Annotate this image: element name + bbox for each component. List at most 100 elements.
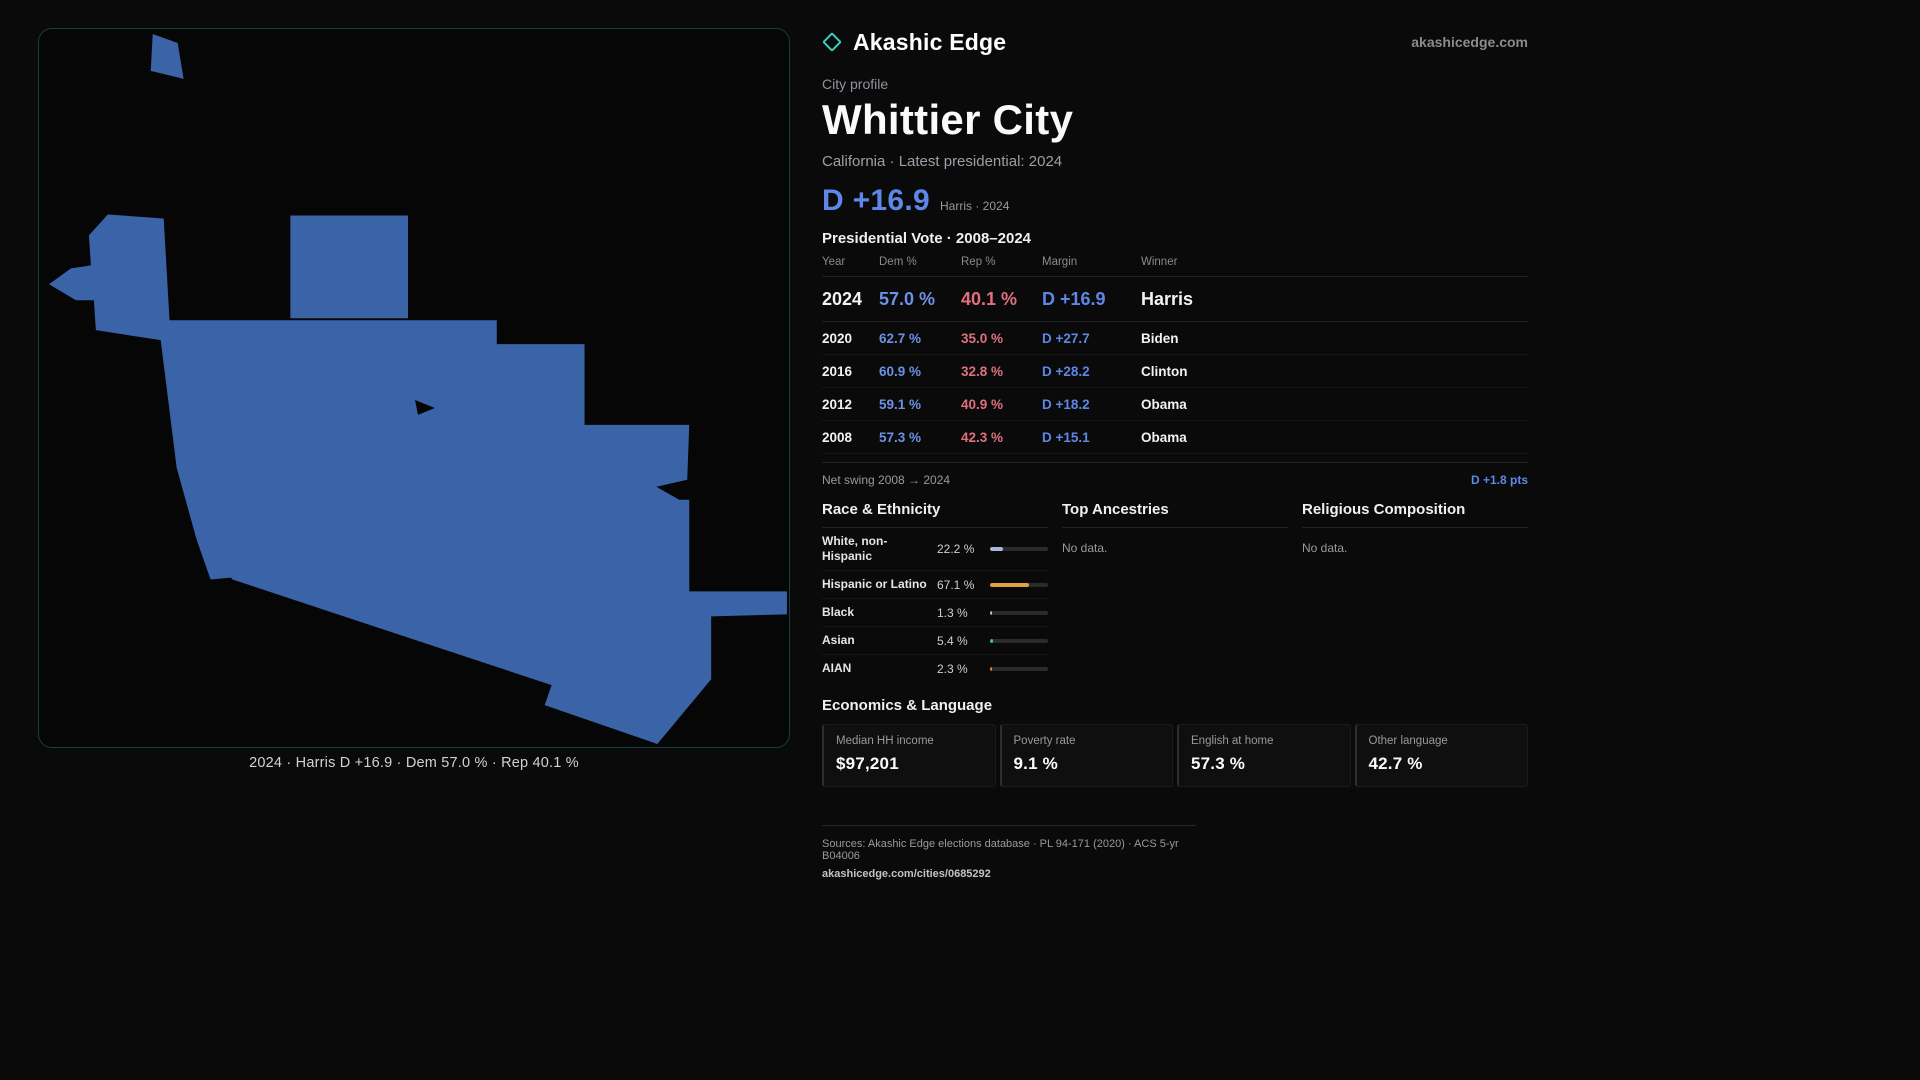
- footer: Sources: Akashic Edge elections database…: [822, 825, 1196, 882]
- race-label: Hispanic or Latino: [822, 577, 927, 591]
- col-margin: Margin: [1042, 256, 1078, 268]
- row-winner: Biden: [1141, 331, 1179, 346]
- stat-value: 9.1 %: [1013, 754, 1058, 773]
- row-margin: D +15.1: [1042, 430, 1090, 445]
- city-shape-north: [290, 215, 409, 319]
- map-caption: 2024 · Harris D +16.9 · Dem 57.0 % · Rep…: [249, 755, 579, 771]
- brand-name: Akashic Edge: [853, 28, 1007, 55]
- row-rep: 40.1 %: [961, 289, 1018, 309]
- race-bar-fill: [990, 638, 993, 643]
- net-swing-value: D +1.8 pts: [1470, 473, 1528, 487]
- stat-card: Other language 42.7 %: [1354, 724, 1528, 787]
- row-year: 2020: [822, 331, 853, 346]
- row-winner: Obama: [1141, 397, 1187, 412]
- stat-value: $97,201: [836, 754, 899, 773]
- top-ancestries-section: Top Ancestries No data.: [1062, 501, 1288, 682]
- row-winner: Obama: [1141, 430, 1187, 445]
- stat-value: 42.7 %: [1368, 754, 1423, 773]
- race-label: AIAN: [822, 661, 852, 675]
- table-row: 2008 57.3 % 42.3 % D +15.1 Obama: [822, 421, 1528, 454]
- stat-value: 57.3 %: [1191, 754, 1246, 773]
- table-row: 2016 60.9 % 32.8 % D +28.2 Clinton: [822, 355, 1528, 388]
- ancestries-no-data: No data.: [1062, 541, 1108, 555]
- row-margin: D +18.2: [1042, 397, 1090, 412]
- row-margin: D +27.7: [1042, 331, 1090, 346]
- race-ethnicity-section: Race & Ethnicity White, non-Hispanic 22.…: [822, 501, 1048, 682]
- net-swing-label: Net swing 2008 → 2024: [822, 473, 951, 487]
- table-row: 2012 59.1 % 40.9 % D +18.2 Obama: [822, 388, 1528, 421]
- row-dem: 57.3 %: [879, 430, 922, 445]
- brand-domain-link[interactable]: akashicedge.com: [1411, 34, 1528, 50]
- divider: [822, 462, 1528, 463]
- economics-stats: Median HH income $97,201 Poverty rate 9.…: [822, 724, 1528, 787]
- ancestries-section-title: Top Ancestries: [1062, 501, 1288, 528]
- row-margin: D +16.9: [1042, 289, 1106, 309]
- stat-card: English at home 57.3 %: [1177, 724, 1351, 787]
- row-margin: D +28.2: [1042, 364, 1090, 379]
- stat-label: English at home: [1191, 735, 1274, 747]
- header: Akashic Edge akashicedge.com: [822, 26, 1528, 58]
- row-dem: 62.7 %: [879, 331, 922, 346]
- stat-label: Other language: [1368, 735, 1448, 747]
- row-winner: Harris: [1141, 289, 1194, 309]
- row-rep: 40.9 %: [961, 397, 1004, 412]
- page-title: Whittier City: [822, 96, 1074, 143]
- race-row: Black 1.3 %: [822, 599, 1048, 627]
- demographics-columns: Race & Ethnicity White, non-Hispanic 22.…: [822, 501, 1528, 682]
- row-year: 2016: [822, 364, 853, 379]
- race-bar-fill: [990, 582, 1029, 587]
- profile-panel: Akashic Edge akashicedge.com City profil…: [822, 26, 1528, 882]
- stat-card: Poverty rate 9.1 %: [999, 724, 1173, 787]
- race-value: 67.1 %: [937, 577, 975, 592]
- race-value: 1.3 %: [937, 605, 968, 620]
- row-rep: 35.0 %: [961, 331, 1004, 346]
- row-winner: Clinton: [1141, 364, 1188, 379]
- col-winner: Winner: [1141, 256, 1178, 268]
- race-value: 2.3 %: [937, 661, 968, 676]
- diamond-logo-icon: [822, 32, 842, 52]
- city-shape-west: [49, 214, 233, 580]
- col-rep: Rep %: [961, 256, 996, 268]
- col-year: Year: [822, 256, 846, 268]
- stat-card: Median HH income $97,201: [822, 724, 996, 787]
- race-label: Asian: [822, 633, 855, 647]
- race-bar: [990, 666, 1048, 671]
- stat-label: Poverty rate: [1013, 735, 1076, 747]
- race-section-title: Race & Ethnicity: [822, 501, 1048, 528]
- table-row: 2020 62.7 % 35.0 % D +27.7 Biden: [822, 322, 1528, 355]
- religion-section-title: Religious Composition: [1302, 501, 1528, 528]
- race-row: Asian 5.4 %: [822, 627, 1048, 655]
- race-bar-fill: [990, 547, 1003, 551]
- city-boundary-map: [38, 28, 790, 748]
- race-value: 22.2 %: [937, 542, 975, 556]
- headline-margin: D +16.9 Harris · 2024: [822, 184, 1528, 218]
- brand: Akashic Edge: [822, 29, 1006, 56]
- table-row: 2024 57.0 % 40.1 % D +16.9 Harris: [822, 277, 1528, 322]
- profile-subtitle: California · Latest presidential: 2024: [822, 153, 1063, 170]
- row-dem: 60.9 %: [879, 364, 922, 379]
- footer-sources: Sources: Akashic Edge elections database…: [822, 838, 1179, 862]
- vote-table-title: Presidential Vote · 2008–2024: [822, 230, 1032, 247]
- row-dem: 57.0 %: [879, 289, 936, 309]
- col-dem: Dem %: [879, 256, 917, 268]
- religious-composition-section: Religious Composition No data.: [1302, 501, 1528, 682]
- row-dem: 59.1 %: [879, 397, 922, 412]
- city-shape-main: [166, 320, 787, 745]
- race-value: 5.4 %: [937, 633, 968, 648]
- race-row: AIAN 2.3 %: [822, 655, 1048, 682]
- profile-kicker: City profile: [822, 76, 889, 92]
- race-bar-fill: [990, 666, 992, 671]
- race-bar: [990, 547, 1048, 551]
- row-rep: 32.8 %: [961, 364, 1004, 379]
- city-shape-svg: [49, 33, 787, 745]
- race-bar-fill: [990, 610, 992, 615]
- row-year: 2008: [822, 430, 853, 445]
- footer-permalink[interactable]: akashicedge.com/cities/0685292: [822, 868, 991, 880]
- row-rep: 42.3 %: [961, 430, 1004, 445]
- race-label: White, non-Hispanic: [822, 534, 888, 563]
- religion-no-data: No data.: [1302, 541, 1348, 555]
- vote-table-header: Year Dem % Rep % Margin Winner: [822, 256, 1528, 277]
- headline-margin-value: D +16.9: [822, 184, 931, 217]
- economics-section-title: Economics & Language: [822, 697, 993, 714]
- race-bar: [990, 582, 1048, 587]
